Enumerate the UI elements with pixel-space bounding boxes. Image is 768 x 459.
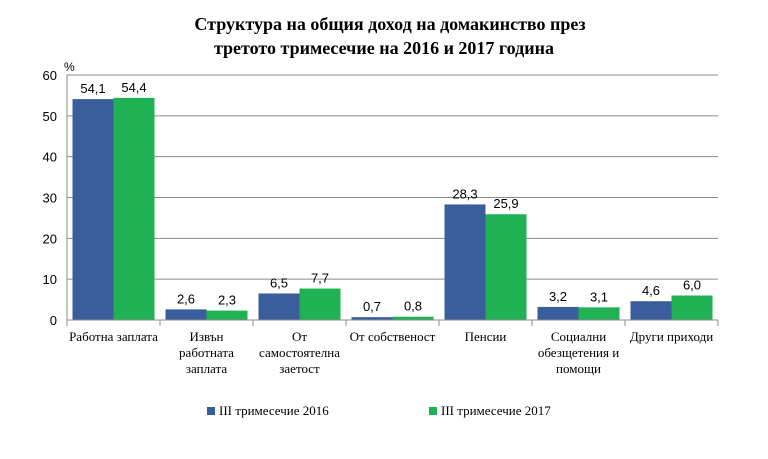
legend-label-1: III тримесечие 2016 (219, 403, 329, 418)
y-tick-label: 10 (43, 272, 57, 287)
y-tick-label: 60 (43, 68, 57, 83)
bar-series-1 (537, 306, 579, 320)
data-label: 4,6 (642, 283, 660, 298)
legend-label-2: III тримесечие 2017 (441, 403, 551, 418)
x-category-label: заетост (279, 361, 320, 376)
bar-series-1 (258, 293, 300, 320)
x-category-label: Социални (551, 329, 606, 344)
data-label: 6,0 (683, 278, 701, 293)
bar-series-2 (299, 288, 341, 320)
y-tick-label: 0 (50, 313, 57, 328)
data-label: 2,6 (177, 291, 195, 306)
legend-swatch-1 (207, 407, 215, 415)
x-category-label: Работна заплата (69, 329, 158, 344)
data-label: 54,1 (80, 81, 105, 96)
data-label: 3,1 (590, 289, 608, 304)
chart-title-line-1: Структура на общия доход на домакинство … (194, 14, 585, 34)
bar-series-2 (485, 214, 527, 320)
legend: III тримесечие 2016 III тримесечие 2017 (207, 403, 551, 418)
data-label: 6,5 (270, 275, 288, 290)
bar-series-1 (444, 204, 486, 320)
x-category-label: обезщетения и (538, 345, 619, 360)
y-tick-label: 50 (43, 109, 57, 124)
x-category-label: Пенсии (465, 329, 507, 344)
x-category-label: работната (179, 345, 234, 360)
y-axis: 0 10 20 30 40 50 60 (43, 68, 68, 328)
x-category-label: От (292, 329, 307, 344)
y-tick-label: 30 (43, 191, 57, 206)
bar-series-1 (630, 301, 672, 320)
data-label: 7,7 (311, 271, 329, 286)
data-label: 2,3 (218, 293, 236, 308)
x-category-label: Извън (189, 329, 223, 344)
data-label: 25,9 (493, 196, 518, 211)
data-label: 0,7 (363, 299, 381, 314)
bar-series-2 (671, 295, 713, 320)
bar-series-1 (72, 99, 114, 320)
bars: 54,1 2,6 6,5 0,7 28,3 3,2 4,6 54,4 2,3 7,7 0,8 25,9… (72, 80, 713, 320)
bar-series-2 (392, 316, 434, 320)
x-category-label: От собственост (350, 329, 436, 344)
bar-series-1 (165, 309, 207, 320)
data-label: 28,3 (452, 186, 477, 201)
chart-title-line-2: третото тримесечие на 2016 и 2017 година (214, 38, 554, 58)
bar-series-1 (351, 317, 393, 320)
y-tick-label: 40 (43, 150, 57, 165)
y-tick-label: 20 (43, 231, 57, 246)
y-axis-unit-label: % (64, 60, 75, 74)
x-category-label: заплата (186, 361, 227, 376)
bar-series-2 (206, 310, 248, 320)
data-label: 0,8 (404, 299, 422, 314)
bar-series-2 (578, 307, 620, 320)
data-label: 54,4 (121, 80, 146, 95)
legend-swatch-2 (429, 407, 437, 415)
bar-series-2 (113, 97, 155, 320)
gridlines (67, 74, 718, 280)
x-category-label: самостоятелна (259, 345, 340, 360)
data-label: 3,2 (549, 289, 567, 304)
x-category-label: помощи (556, 361, 601, 376)
x-category-label: Други приходи (630, 329, 713, 344)
